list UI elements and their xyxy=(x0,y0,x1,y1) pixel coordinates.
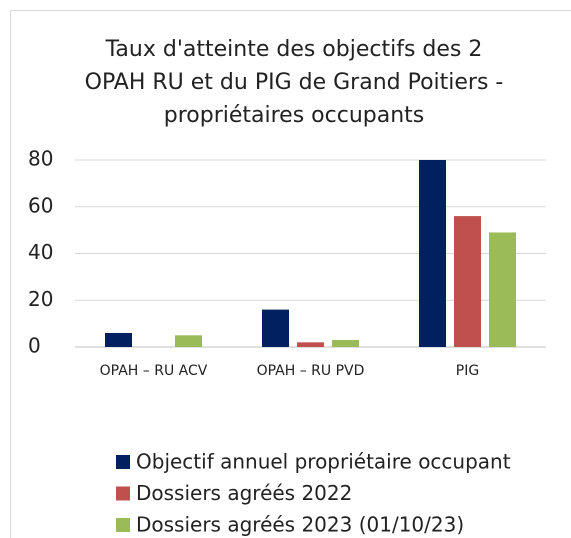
bar xyxy=(105,332,132,347)
bar xyxy=(297,342,324,347)
legend-swatch xyxy=(116,518,130,532)
x-tick-label: PIG xyxy=(456,363,479,379)
bar xyxy=(419,160,446,347)
bar xyxy=(489,232,516,347)
bar xyxy=(262,309,289,347)
legend-swatch xyxy=(116,486,130,501)
y-tick-label: 20 xyxy=(28,287,53,311)
legend-label: Dossiers agréés 2023 (01/10/23) xyxy=(136,513,464,537)
legend-label: Dossiers agréés 2022 xyxy=(136,481,352,505)
legend-label: Objectif annuel propriétaire occupant xyxy=(136,450,511,474)
y-tick-label: 60 xyxy=(28,193,53,217)
x-tick-label: OPAH – RU PVD xyxy=(257,363,365,379)
bar xyxy=(175,335,202,347)
y-tick-label: 80 xyxy=(28,147,53,171)
x-tick-label: OPAH – RU ACV xyxy=(100,363,208,379)
chart-title: Taux d'atteinte des objectifs des 2 OPAH… xyxy=(84,37,504,128)
legend-swatch xyxy=(116,455,130,469)
bar xyxy=(454,216,481,347)
y-tick-label: 40 xyxy=(28,240,53,264)
y-tick-label: 0 xyxy=(28,334,41,358)
bar xyxy=(332,339,359,347)
